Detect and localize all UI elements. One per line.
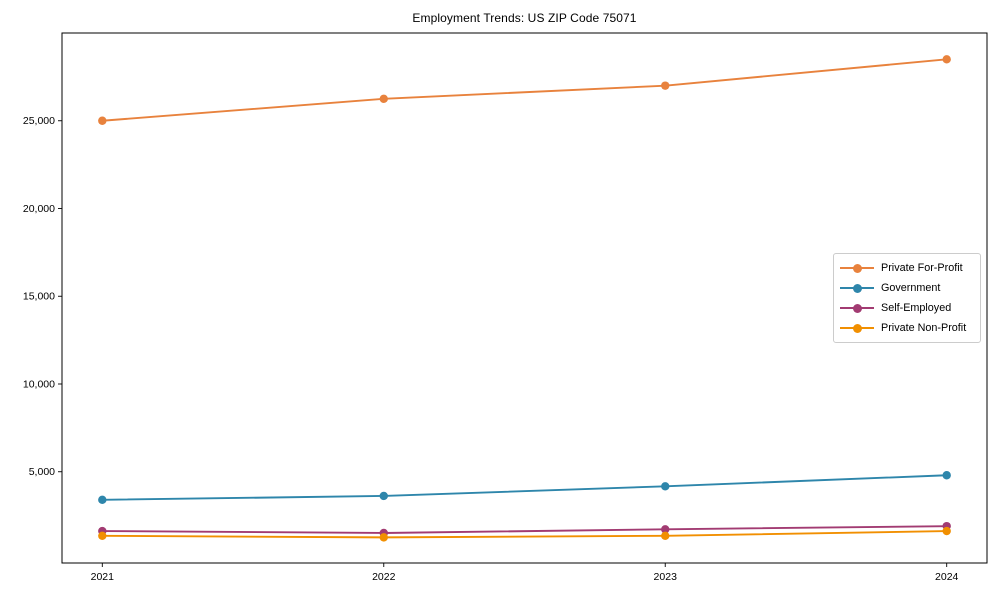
data-point-government-2022: [379, 491, 388, 501]
x-tick-label: 2023: [654, 571, 678, 583]
y-tick-label: 25,000: [23, 115, 55, 127]
data-point-private-for-profit-2024: [942, 55, 951, 64]
data-point-private-for-profit-2022: [379, 94, 388, 104]
data-point-private-non-profit-2024: [942, 526, 951, 536]
y-tick-label: 5,000: [29, 466, 55, 478]
series-line-0: [101, 58, 948, 122]
x-tick-label: 2021: [91, 571, 115, 583]
data-point-private-non-profit-2023: [661, 531, 670, 540]
legend-label: Private Non-Profit: [881, 322, 967, 334]
x-tick-label: 2022: [372, 571, 396, 583]
series-line-3: [101, 530, 948, 539]
line-marker-icon: [840, 283, 874, 293]
data-point-private-for-profit-2021: [98, 116, 107, 125]
legend-item-private-non-profit: Private Non-Profit: [840, 318, 974, 338]
legend-label: Self-Employed: [881, 302, 952, 314]
line-marker-icon: [840, 263, 874, 273]
y-tick-label: 10,000: [23, 378, 55, 390]
y-tick-label: 20,000: [23, 203, 55, 215]
legend: Private For-Profit Government Self-Emplo…: [833, 253, 981, 343]
series-line-1: [101, 474, 948, 501]
data-point-government-2023: [661, 482, 670, 491]
data-point-private-for-profit-2023: [661, 81, 670, 90]
y-tick-label: 15,000: [23, 291, 55, 303]
line-marker-icon: [840, 323, 874, 333]
legend-label: Private For-Profit: [881, 262, 963, 274]
data-point-private-non-profit-2022: [379, 533, 388, 542]
chart-title: Employment Trends: US ZIP Code 75071: [412, 11, 637, 25]
x-tick-label: 2024: [935, 571, 959, 583]
data-point-government-2024: [942, 471, 951, 480]
series-line-2: [101, 525, 948, 534]
data-point-self-employed-2023: [661, 525, 670, 534]
data-point-private-non-profit-2021: [98, 531, 107, 540]
legend-label: Government: [881, 282, 941, 294]
legend-item-government: Government: [840, 278, 974, 298]
legend-item-self-employed: Self-Employed: [840, 298, 974, 318]
data-point-government-2021: [98, 495, 107, 505]
legend-item-private-for-profit: Private For-Profit: [840, 258, 974, 278]
plot-frame: [61, 32, 988, 564]
line-marker-icon: [840, 303, 874, 313]
